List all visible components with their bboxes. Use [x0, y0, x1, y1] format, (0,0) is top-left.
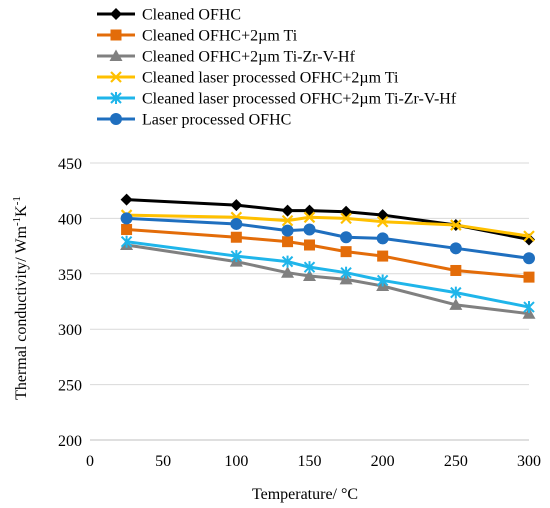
- legend-marker-5: [110, 113, 122, 125]
- series-line-2: [126, 243, 530, 316]
- series-2-point-6: [449, 298, 463, 310]
- series-4-point-6: [450, 286, 462, 299]
- x-tick-label-4: 200: [371, 453, 395, 470]
- x-tick-label-1: 50: [155, 453, 171, 470]
- legend-label-0: Cleaned OFHC: [142, 7, 241, 24]
- series-4-point-2: [281, 255, 294, 268]
- legend-label-3: Cleaned laser processed OFHC+2µm Ti: [142, 70, 399, 87]
- series-3-point-5: [376, 215, 389, 228]
- y-axis-label-sup1: -1: [11, 217, 23, 226]
- y-axis-label-main: Thermal conductivity/ Wm: [13, 225, 30, 399]
- series-line-1: [126, 227, 530, 279]
- legend-label-1: Cleaned OFHC+2µm Ti: [142, 28, 298, 45]
- legend-item-2: Cleaned OFHC+2µm Ti-Zr-V-Hf: [97, 49, 356, 66]
- y-tick-label-5: 450: [58, 156, 82, 173]
- series-line-5: [126, 216, 530, 260]
- y-axis-label-mid: K: [13, 205, 30, 217]
- x-tick-label-3: 150: [298, 453, 322, 470]
- series-0: [120, 193, 535, 246]
- legend-item-1: Cleaned OFHC+2µm Ti: [97, 28, 298, 45]
- series-1: [121, 223, 535, 283]
- y-axis-label-sup2: -1: [11, 196, 23, 205]
- series-4-point-3: [303, 261, 316, 274]
- series-5-point-1: [230, 217, 243, 230]
- series-1-point-3: [304, 239, 315, 251]
- legend-label-2: Cleaned OFHC+2µm Ti-Zr-V-Hf: [142, 49, 356, 66]
- legend-item-0: Cleaned OFHC: [97, 7, 241, 24]
- legend-marker-3: [110, 71, 122, 83]
- gridlines: [90, 162, 529, 441]
- legend-marker-0: [110, 8, 122, 20]
- series-5-point-6: [449, 242, 462, 255]
- series-1-point-6: [450, 264, 462, 276]
- series-5-point-2: [281, 224, 294, 237]
- series-1-point-4: [340, 246, 352, 258]
- series-2-point-3: [303, 269, 316, 282]
- legend: Cleaned OFHC Cleaned OFHC+2µm Ti Cleaned O…: [97, 7, 457, 129]
- series-3: [120, 209, 535, 242]
- series-5-point-5: [376, 232, 389, 245]
- x-tick-label-2: 100: [224, 453, 248, 470]
- series-4-point-4: [340, 266, 352, 279]
- series-0-point-3: [303, 204, 316, 217]
- legend-label-4: Cleaned laser processed OFHC+2µm Ti-Zr-V…: [142, 91, 457, 108]
- series-5-point-4: [340, 231, 353, 244]
- series-0-point-0: [120, 193, 133, 206]
- series-5-point-7: [523, 252, 535, 265]
- series-3-point-4: [340, 212, 352, 225]
- legend-item-3: Cleaned laser processed OFHC+2µm Ti: [97, 70, 399, 87]
- series-0-point-2: [281, 204, 294, 217]
- x-tick-label-5: 250: [444, 453, 468, 470]
- series-0-point-4: [340, 205, 353, 218]
- series-4: [120, 235, 535, 314]
- y-tick-label-1: 250: [58, 378, 82, 395]
- series-5-point-3: [303, 223, 316, 236]
- series-4-point-1: [230, 250, 243, 263]
- legend-item-4: Cleaned laser processed OFHC+2µm Ti-Zr-V…: [97, 91, 457, 108]
- series-line-3: [126, 213, 530, 238]
- series-5: [120, 212, 535, 265]
- y-tick-label-4: 400: [58, 211, 82, 228]
- series-0-point-5: [376, 209, 389, 222]
- legend-marker-2: [109, 49, 123, 61]
- y-tick-label-2: 300: [58, 322, 82, 339]
- series-4-point-5: [376, 274, 389, 287]
- series-3-point-3: [303, 211, 316, 224]
- series-2-point-2: [281, 266, 295, 278]
- series-line-4: [126, 240, 530, 309]
- tick-labels: 200 250 300 350 400 450 0 50 100 150 200 250 300: [58, 156, 541, 470]
- series-0-point-1: [230, 199, 243, 212]
- legend-label-5: Laser processed OFHC: [142, 112, 291, 129]
- y-axis-label: Thermal conductivity/ Wm-1K-1: [11, 196, 30, 400]
- series-1-point-7: [523, 271, 535, 283]
- legend-marker-1: [110, 29, 122, 41]
- series-4-point-0: [120, 235, 133, 248]
- x-tick-label-0: 0: [86, 453, 94, 470]
- series-4-point-7: [523, 301, 535, 314]
- x-tick-label-6: 300: [517, 453, 541, 470]
- y-tick-label-0: 200: [58, 433, 82, 450]
- x-axis-label: Temperature/ °C: [252, 486, 358, 503]
- legend-marker-4: [110, 92, 122, 104]
- series-1-point-0: [121, 223, 133, 235]
- series-5-point-0: [120, 212, 133, 225]
- legend-item-5: Laser processed OFHC: [97, 112, 291, 129]
- series-3-point-7: [523, 230, 535, 242]
- series-1-point-1: [230, 231, 242, 243]
- series-1-point-5: [377, 250, 389, 262]
- series-1-point-2: [282, 236, 294, 248]
- y-tick-label-3: 350: [58, 267, 82, 284]
- series-3-point-2: [281, 214, 294, 227]
- data-series: [120, 193, 536, 319]
- series-3-point-6: [450, 219, 462, 231]
